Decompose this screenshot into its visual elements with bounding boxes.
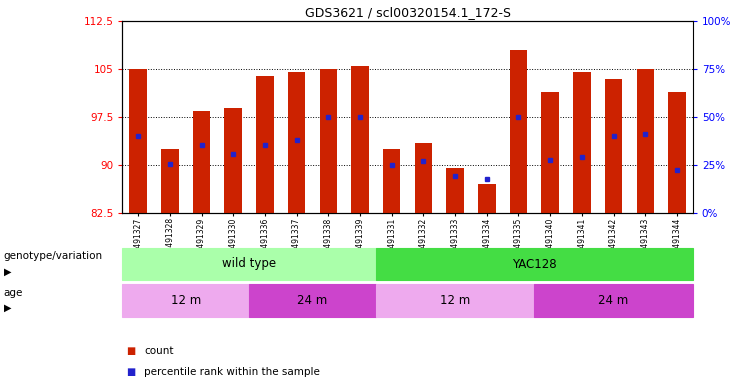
Bar [415, 143, 432, 213]
Bar [637, 69, 654, 213]
Text: age: age [4, 288, 23, 298]
Bar [130, 69, 147, 213]
Text: genotype/variation: genotype/variation [4, 251, 103, 262]
Bar [383, 149, 400, 213]
Text: ▶: ▶ [4, 266, 11, 277]
Bar [225, 108, 242, 213]
Text: wild type: wild type [222, 258, 276, 270]
Text: ■: ■ [126, 346, 135, 356]
Bar [478, 184, 496, 213]
Bar [256, 76, 273, 213]
Text: ▶: ▶ [4, 303, 11, 313]
Text: count: count [144, 346, 174, 356]
Text: 12 m: 12 m [440, 294, 471, 307]
Bar [574, 72, 591, 213]
Bar [193, 111, 210, 213]
Text: 12 m: 12 m [170, 294, 201, 307]
Bar [351, 66, 369, 213]
Title: GDS3621 / scl00320154.1_172-S: GDS3621 / scl00320154.1_172-S [305, 5, 511, 18]
Bar [161, 149, 179, 213]
Text: 24 m: 24 m [297, 294, 328, 307]
Bar [288, 72, 305, 213]
Text: 24 m: 24 m [599, 294, 628, 307]
Bar [446, 168, 464, 213]
Text: ■: ■ [126, 367, 135, 377]
Bar [510, 50, 527, 213]
Bar [319, 69, 337, 213]
Text: percentile rank within the sample: percentile rank within the sample [144, 367, 320, 377]
Text: YAC128: YAC128 [512, 258, 556, 270]
Bar [542, 91, 559, 213]
Bar [668, 91, 685, 213]
Bar [605, 79, 622, 213]
